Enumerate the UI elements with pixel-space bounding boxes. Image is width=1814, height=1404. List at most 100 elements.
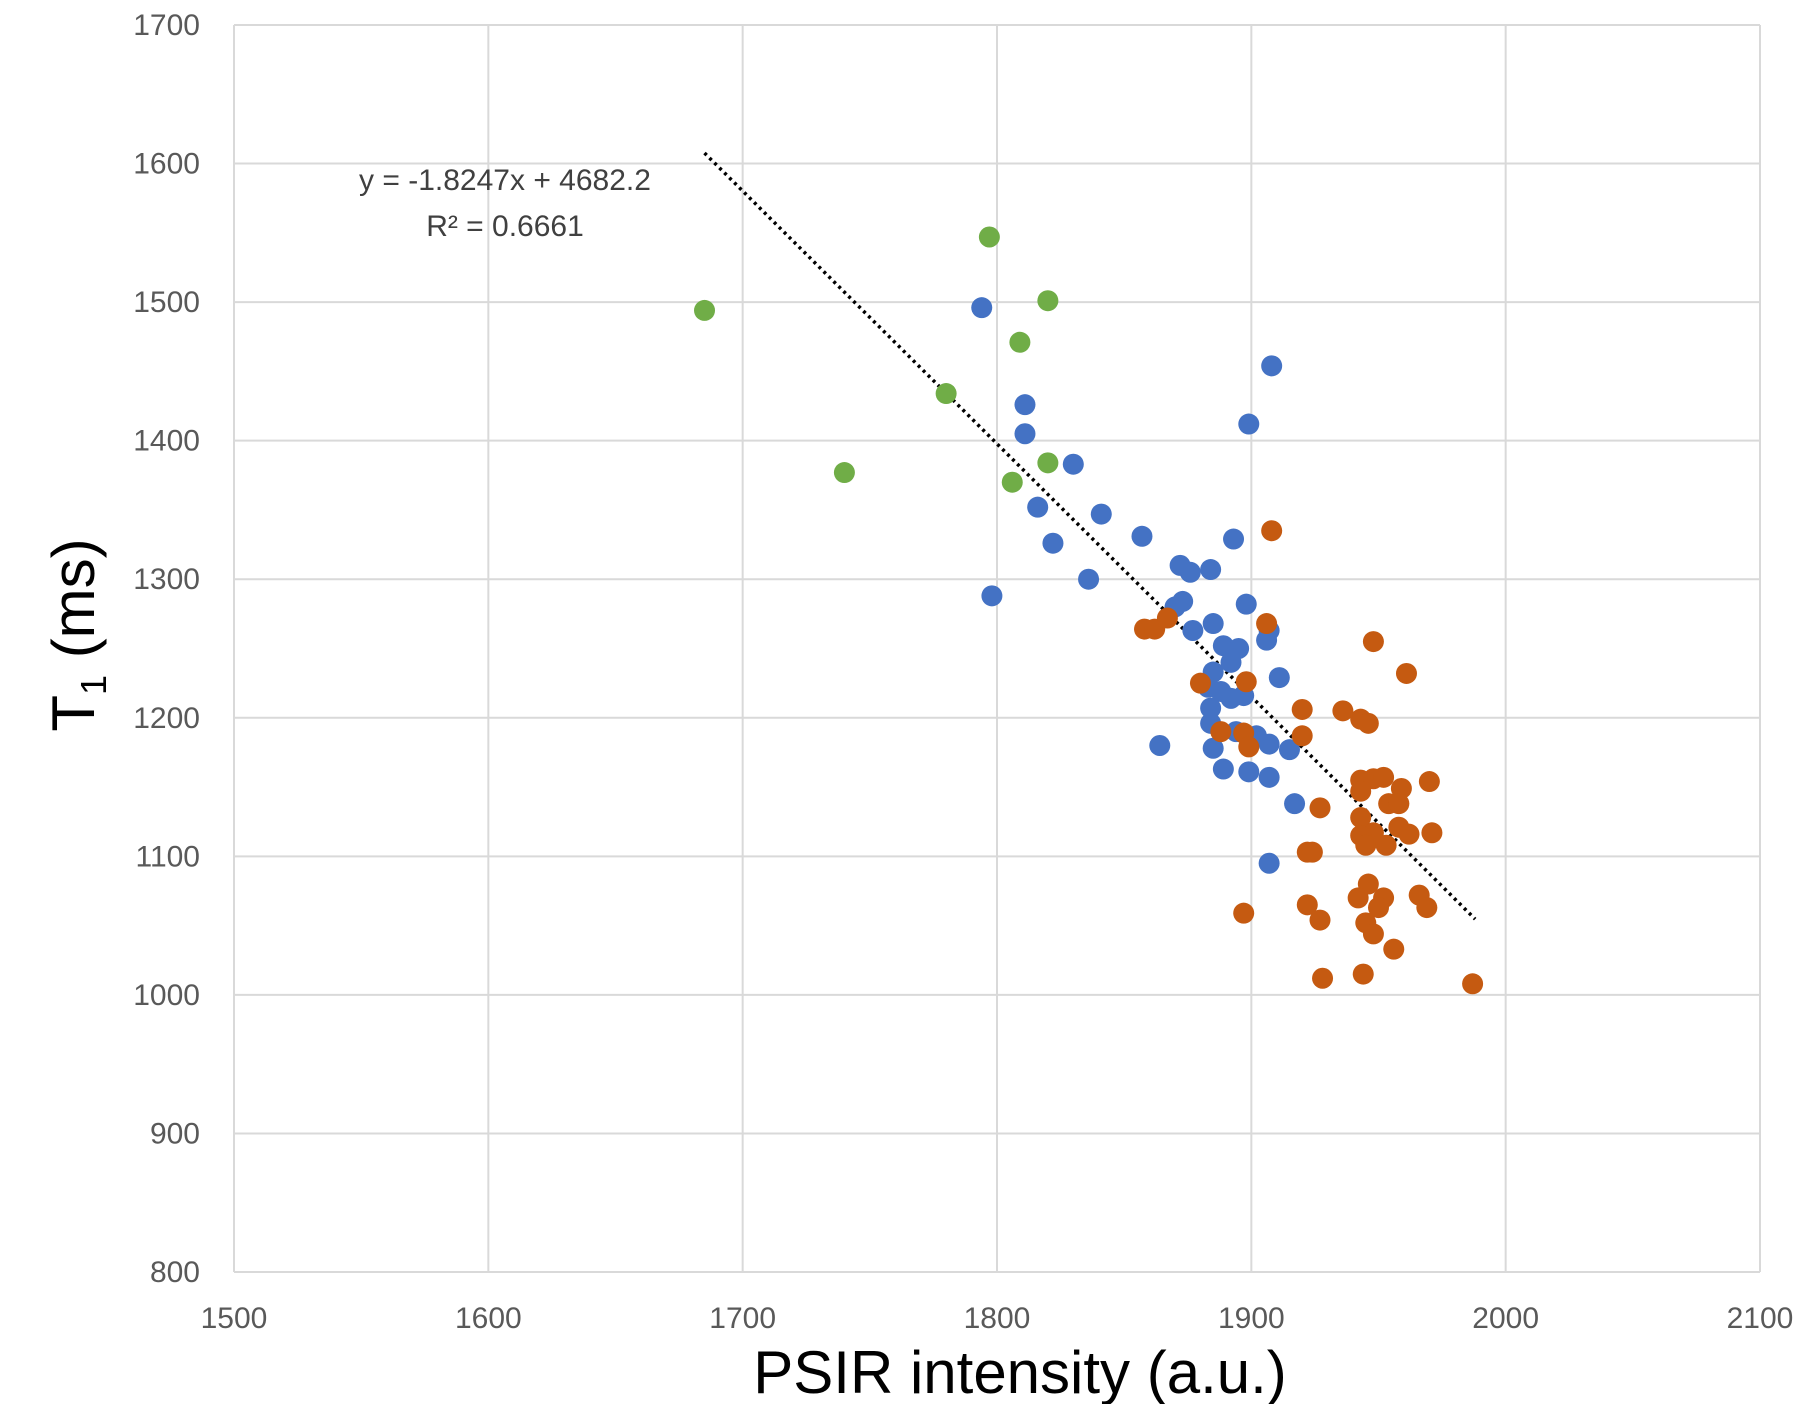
trendline [703,151,1477,921]
point-blue [1220,651,1242,673]
point-orange [1235,671,1257,693]
point-orange [1233,902,1255,924]
y-tick-label: 1600 [133,148,200,181]
point-blue [1238,761,1260,783]
point-blue [1212,758,1234,780]
point-blue [1179,561,1201,583]
point-orange [1368,897,1389,919]
point-blue [1182,619,1204,641]
x-tick-label: 1900 [1218,1302,1285,1335]
y-tick-label: 1400 [133,425,200,458]
point-green [1037,290,1059,312]
point-blue [1202,737,1224,759]
point-orange [1350,780,1372,802]
point-orange [1189,672,1211,694]
y-axis-title: T1 (ms) [40,538,114,731]
x-tick-label: 1600 [455,1302,522,1335]
point-blue [1149,734,1171,756]
point-orange [1291,698,1313,720]
point-orange [1238,736,1260,758]
y-tick-label: 1500 [133,286,200,319]
y-tick-label: 1100 [135,840,200,873]
point-green [1001,471,1023,493]
point-orange [1332,700,1354,722]
trendline-equation: y = -1.8247x + 4682.2 [359,164,651,197]
y-tick-label: 1200 [133,702,200,735]
point-orange [1312,967,1334,989]
y-tick-label: 1300 [133,563,200,596]
point-orange [1210,721,1232,743]
point-orange [1156,607,1178,629]
point-orange [1261,520,1283,542]
point-blue [981,585,1003,607]
point-blue [1258,852,1280,874]
y-tick-label: 1000 [133,979,200,1012]
x-tick-label: 2100 [1727,1302,1794,1335]
y-axis-title-main: T [40,695,107,732]
x-axis-title: PSIR intensity (a.u.) [753,1339,1287,1404]
y-axis-title-subscript: 1 [73,675,114,695]
x-tick-label: 2000 [1472,1302,1539,1335]
point-blue [1062,453,1084,475]
x-tick-label: 1800 [964,1302,1031,1335]
point-orange [1383,938,1405,960]
point-orange [1291,725,1313,747]
point-orange [1355,834,1377,856]
point-orange [1418,771,1440,793]
y-axis-ticks: 800 900 1000 1100 1200 1300 1400 1500 1600 1700 [133,9,200,1289]
point-green [978,226,1000,248]
y-tick-label: 800 [150,1256,200,1289]
point-green [694,299,716,321]
y-axis-title-rest: (ms) [40,538,107,675]
data-points [694,226,1484,995]
point-blue [1202,613,1224,635]
point-green [1009,331,1031,353]
point-orange [1296,894,1318,916]
point-blue [1235,593,1257,615]
point-orange [1398,823,1420,845]
point-orange [1373,766,1395,788]
point-blue [1131,525,1153,547]
point-orange [1462,973,1484,995]
point-blue [1027,496,1049,518]
point-blue [1268,667,1290,689]
point-orange [1256,613,1278,635]
point-blue [1284,793,1306,815]
point-blue [1014,394,1036,416]
point-blue [1042,532,1064,554]
y-tick-label: 1700 [133,9,200,42]
point-blue [1172,590,1194,612]
point-green [1037,452,1059,474]
point-blue [1238,413,1260,435]
y-tick-label: 900 [150,1117,200,1150]
point-blue [1278,739,1300,761]
point-orange [1362,923,1384,945]
point-orange [1416,897,1438,919]
point-orange [1357,712,1379,734]
point-orange [1388,793,1410,815]
point-orange [1309,909,1331,931]
point-blue [1261,355,1283,377]
point-blue [1200,559,1222,581]
point-blue [1090,503,1112,525]
point-blue [1014,423,1036,445]
point-orange [1421,822,1443,844]
point-blue [1258,766,1280,788]
trendline-r2: R² = 0.6661 [426,210,584,243]
grid-lines [233,24,1761,1273]
point-orange [1352,963,1374,985]
x-tick-label: 1500 [201,1302,268,1335]
point-green [833,462,855,484]
point-orange [1395,662,1417,684]
point-blue [1258,733,1280,755]
point-orange [1350,807,1372,829]
point-blue [1078,568,1100,590]
x-tick-label: 1700 [709,1302,776,1335]
point-blue [1223,528,1245,550]
x-axis-ticks: 1500 1600 1700 1800 1900 2000 2100 [201,1302,1794,1335]
point-blue [971,297,993,319]
point-orange [1347,887,1369,909]
point-blue [1256,629,1278,651]
